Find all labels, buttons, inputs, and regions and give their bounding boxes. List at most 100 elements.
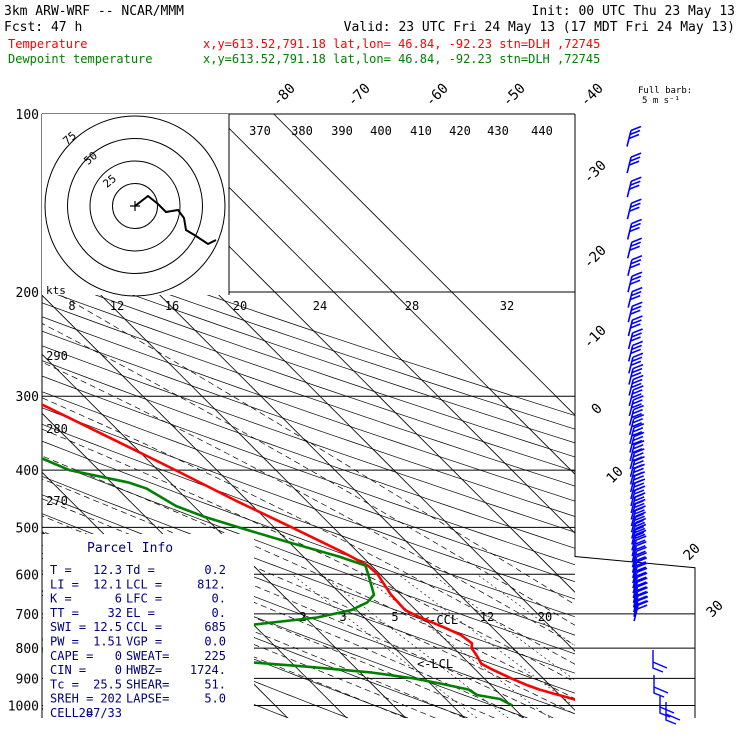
mixing-ratio-label: 12 — [480, 610, 494, 624]
wind-barb — [630, 485, 646, 507]
parcel-info-cell: 32 — [108, 606, 122, 620]
full-barb-units: 5 m s⁻¹ — [642, 96, 680, 106]
wind-barb — [629, 440, 645, 461]
mixing-ratio-line — [397, 574, 575, 708]
wind-barb — [632, 582, 648, 603]
wind-barb — [626, 198, 642, 220]
wind-barb — [652, 650, 668, 673]
wind-barb — [627, 328, 643, 350]
wind-barb — [626, 218, 642, 240]
parcel-info-cell: CCL = — [126, 620, 162, 634]
hodograph-trace — [134, 194, 217, 246]
parcel-info-cell: CAPE = — [50, 649, 93, 663]
wind-barb — [632, 562, 648, 584]
parcel-info-cell: 5.0 — [204, 692, 226, 706]
hodograph-units: kts — [46, 284, 66, 297]
mixing-ratio-line — [291, 574, 477, 718]
model-title: 3km ARW-WRF -- NCAR/MMM — [4, 4, 184, 19]
moist-adiabat-line — [55, 291, 575, 606]
parcel-info-cell: LFC = — [126, 592, 162, 606]
parcel-info-cell: 225 — [204, 649, 226, 663]
dry-adiabat-label: 390 — [331, 124, 353, 138]
dry-adiabat-line — [42, 375, 575, 566]
isotherm-line — [155, 114, 575, 534]
dry-adiabat-line — [42, 236, 575, 416]
mixing-ratio-label: 32 — [500, 299, 514, 313]
valid-time: Valid: 23 UTC Fri 24 May 13 (17 MDT Fri … — [344, 20, 735, 35]
dry-adiabat-line — [42, 249, 575, 430]
hodograph-ring — [67, 138, 203, 274]
wind-barb — [627, 286, 643, 308]
pressure-tick-label: 800 — [16, 642, 39, 657]
wind-barb — [629, 431, 645, 453]
dry-adiabat-label: 430 — [487, 124, 509, 138]
isotherm-label: 30 — [704, 598, 727, 621]
hodograph-ring — [44, 115, 226, 297]
parcel-info-cell: T = — [50, 563, 72, 577]
parcel-info-cell: SWEAT= — [126, 649, 169, 663]
moist-adiabat-line — [42, 428, 575, 683]
parcel-info-cell: SREH = — [50, 692, 93, 706]
dry-adiabat-line — [42, 475, 575, 674]
parcel-info-cell: SWI = — [50, 620, 86, 634]
dry-adiabat-line — [42, 288, 575, 472]
dry-adiabat-line — [42, 262, 575, 444]
dry-adiabat-line — [42, 423, 575, 618]
isotherm-label: -80 — [270, 81, 299, 110]
dry-adiabat-label: 410 — [410, 124, 432, 138]
wind-barb — [632, 557, 648, 579]
moist-adiabat-line — [42, 478, 575, 715]
parcel-info-cell: EL = — [126, 606, 155, 620]
isotherm-label: 10 — [604, 464, 627, 487]
moist-adiabat-line — [42, 361, 575, 646]
parcel-info-cell: 1724. — [190, 663, 226, 677]
parcel-info-rows: T = 12.3 Td = 0.2 LI = 12.1 LCL = 812. K = 6 LFC =… — [50, 563, 226, 720]
mixing-ratio-line — [432, 574, 575, 681]
dry-adiabat-line — [42, 330, 575, 517]
parcel-info-cell: 0. — [212, 606, 226, 620]
wind-barb — [628, 395, 644, 417]
dry-adiabat-line — [42, 440, 575, 636]
pressure-tick-label: 600 — [16, 568, 39, 583]
parcel-info-cell: K = — [50, 592, 72, 606]
parcel-info-cell: 12.1 — [93, 577, 122, 591]
dewpoint-legend-label: Dewpoint temperature — [8, 52, 153, 66]
parcel-info-cell: 202 — [100, 692, 122, 706]
isotherm-line — [42, 294, 466, 718]
mixing-ratio-line — [360, 574, 550, 718]
wind-barb — [627, 255, 643, 276]
pressure-tick-label: 400 — [16, 464, 39, 479]
isotherm-label: -50 — [500, 81, 529, 110]
wind-barb — [627, 271, 643, 293]
parcel-info-title: Parcel Info — [87, 541, 173, 556]
parcel-info-cell: CIN = — [50, 663, 86, 677]
wind-barb — [631, 517, 647, 539]
mixing-ratio-label: 12 — [110, 299, 124, 313]
moist-adiabat-line — [42, 455, 575, 700]
full-barb-caption: Full barb: — [638, 86, 692, 96]
wind-barb — [630, 505, 646, 527]
wind-barbs: Full barb: 5 m s⁻¹ — [626, 86, 692, 725]
wind-barb — [627, 340, 643, 362]
wind-barb — [626, 152, 642, 174]
wind-barb — [632, 567, 648, 589]
mixing-ratio-label: 20 — [538, 610, 552, 624]
wind-barb — [626, 176, 642, 198]
parcel-info-cell: LAPSE= — [126, 692, 169, 706]
wind-barb — [626, 237, 642, 259]
dry-adiabat-label: 280 — [46, 422, 68, 436]
wind-barb — [633, 591, 649, 613]
wind-barb — [631, 523, 647, 545]
parcel-info-cell: 0.0 — [204, 635, 226, 649]
dry-adiabat-label: 400 — [370, 124, 392, 138]
parcel-info-cell: 12.5 — [93, 620, 122, 634]
wind-barb — [628, 363, 644, 385]
moist-adiabat-line — [42, 323, 575, 626]
parcel-info-cell: 0 — [115, 649, 122, 663]
sounding-curves — [42, 403, 575, 707]
parcel-info-cell: 51. — [204, 677, 226, 691]
parcel-info-cell: VGP = — [126, 635, 162, 649]
hodograph-ring — [89, 160, 181, 252]
